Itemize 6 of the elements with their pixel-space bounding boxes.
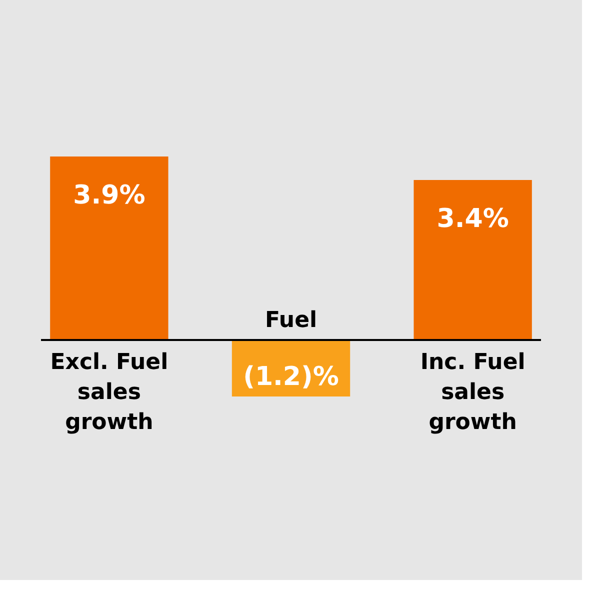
data-label: (1.2)%	[243, 362, 339, 392]
data-label: 3.4%	[436, 204, 509, 234]
x-tick-label: Fuel	[264, 308, 318, 333]
x-tick-label: Inc. Fuel sales growth	[420, 350, 526, 435]
data-label: 3.9%	[73, 180, 146, 210]
x-tick-label: Excl. Fuel sales growth	[50, 350, 168, 435]
